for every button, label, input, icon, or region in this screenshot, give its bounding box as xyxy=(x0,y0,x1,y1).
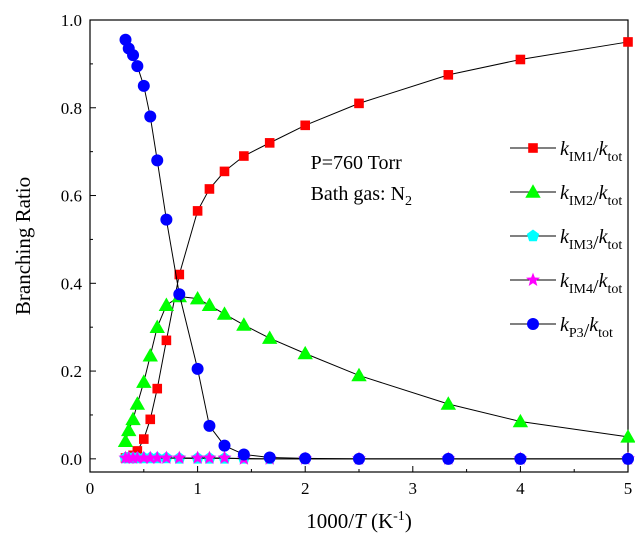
data-point-square xyxy=(161,335,172,346)
data-point-triangle xyxy=(158,297,175,312)
data-point-circle xyxy=(127,49,140,62)
series-kp3-ktot xyxy=(119,33,634,465)
data-point-triangle xyxy=(125,411,141,426)
data-point-triangle xyxy=(121,422,137,437)
legend-entry: kIM4/ktot xyxy=(510,270,622,298)
data-point-triangle xyxy=(297,345,313,360)
data-point-triangle xyxy=(136,374,152,388)
legend-label: kIM1/ktot xyxy=(560,138,622,166)
annotations: P=760 Torr Bath gas: N2 xyxy=(311,152,412,209)
data-point-circle xyxy=(353,452,365,465)
data-point-circle xyxy=(237,448,250,461)
data-point-circle xyxy=(263,451,276,464)
data-point-square xyxy=(528,143,538,153)
data-point-circle xyxy=(203,419,216,432)
data-point-triangle xyxy=(440,396,457,410)
data-point-star xyxy=(159,450,174,464)
x-tick-label: 0 xyxy=(86,479,95,498)
axes: 0 1 2 3 4 5 0.0 0.2 0.4 0.6 0.8 1.0 xyxy=(61,11,633,498)
data-point-triangle xyxy=(129,396,146,410)
legend-label: kIM4/ktot xyxy=(560,270,622,298)
x-tick-label: 2 xyxy=(301,479,310,498)
data-point-triangle xyxy=(525,184,541,198)
data-point-circle xyxy=(131,60,144,73)
y-tick-label: 1.0 xyxy=(61,11,82,30)
data-point-square xyxy=(300,120,310,131)
data-point-square xyxy=(219,166,230,177)
legend-entry: kIM1/ktot xyxy=(510,138,622,166)
data-point-circle xyxy=(527,318,539,330)
x-tick-label: 4 xyxy=(516,479,525,498)
data-point-circle xyxy=(622,452,634,465)
data-point-square xyxy=(239,151,249,161)
data-point-star xyxy=(143,450,158,464)
data-point-square xyxy=(192,206,203,216)
data-point-star xyxy=(217,450,232,464)
y-tick-label: 0.0 xyxy=(61,450,82,469)
pressure-annotation: P=760 Torr xyxy=(311,152,403,174)
data-point-circle xyxy=(137,79,150,92)
data-point-square xyxy=(443,70,454,80)
legend-entry: kIM2/ktot xyxy=(510,182,622,210)
data-point-square xyxy=(152,383,163,394)
data-point-circle xyxy=(151,154,164,167)
legend-label: kIM2/ktot xyxy=(560,182,622,210)
data-point-pentagon xyxy=(526,229,540,242)
data-point-triangle xyxy=(189,290,206,305)
legend-label: kP3/ktot xyxy=(560,314,613,342)
data-point-square xyxy=(204,184,215,194)
data-point-triangle xyxy=(117,433,134,448)
data-point-triangle xyxy=(261,330,278,344)
data-point-circle xyxy=(514,452,527,465)
data-point-square xyxy=(145,414,156,425)
y-axis-title: Branching Ratio xyxy=(11,177,35,315)
data-point-triangle xyxy=(620,429,635,443)
data-point-triangle xyxy=(216,306,233,320)
data-point-triangle xyxy=(351,367,367,382)
data-point-triangle xyxy=(512,413,529,428)
data-point-triangle xyxy=(201,297,218,312)
data-point-star xyxy=(202,450,217,464)
data-point-triangle xyxy=(149,319,165,333)
data-point-circle xyxy=(173,288,186,301)
data-point-square xyxy=(264,138,275,148)
data-point-circle xyxy=(218,439,231,452)
data-point-square xyxy=(623,37,633,47)
data-point-square xyxy=(515,54,526,65)
data-point-star xyxy=(136,450,151,464)
data-point-circle xyxy=(442,452,455,465)
series-line xyxy=(125,41,629,459)
data-point-circle xyxy=(144,110,157,123)
data-point-star xyxy=(190,450,205,464)
legend: kIM1/ktot kIM2/ktot kIM3/ktot kIM4/ktot kP3/… xyxy=(510,138,622,342)
y-tick-label: 0.8 xyxy=(61,99,82,118)
data-point-square xyxy=(139,434,149,444)
series-kim1-ktot xyxy=(120,37,633,463)
data-point-triangle xyxy=(236,317,252,331)
data-point-square xyxy=(354,98,364,109)
data-point-star xyxy=(150,450,165,464)
data-point-circle xyxy=(191,362,204,375)
x-tick-label: 5 xyxy=(624,479,633,498)
data-point-circle xyxy=(160,213,173,226)
series-layer xyxy=(117,33,635,465)
x-tick-label: 1 xyxy=(193,479,202,498)
y-tick-label: 0.4 xyxy=(61,274,83,293)
data-point-star xyxy=(130,450,145,464)
x-axis-title: 1000/T (K-1) xyxy=(306,509,412,533)
y-tick-label: 0.6 xyxy=(61,187,82,206)
data-point-star xyxy=(172,450,187,464)
x-tick-label: 3 xyxy=(409,479,418,498)
data-point-triangle xyxy=(142,348,158,362)
bath-gas-annotation: Bath gas: N2 xyxy=(311,183,412,209)
legend-label: kIM3/ktot xyxy=(560,226,622,254)
y-tick-label: 0.2 xyxy=(61,362,82,381)
data-point-square xyxy=(174,269,185,280)
legend-entry: kP3/ktot xyxy=(510,314,613,342)
series-line xyxy=(125,39,628,460)
data-point-star xyxy=(526,272,540,286)
legend-entry: kIM3/ktot xyxy=(510,226,622,254)
data-point-circle xyxy=(299,452,312,465)
